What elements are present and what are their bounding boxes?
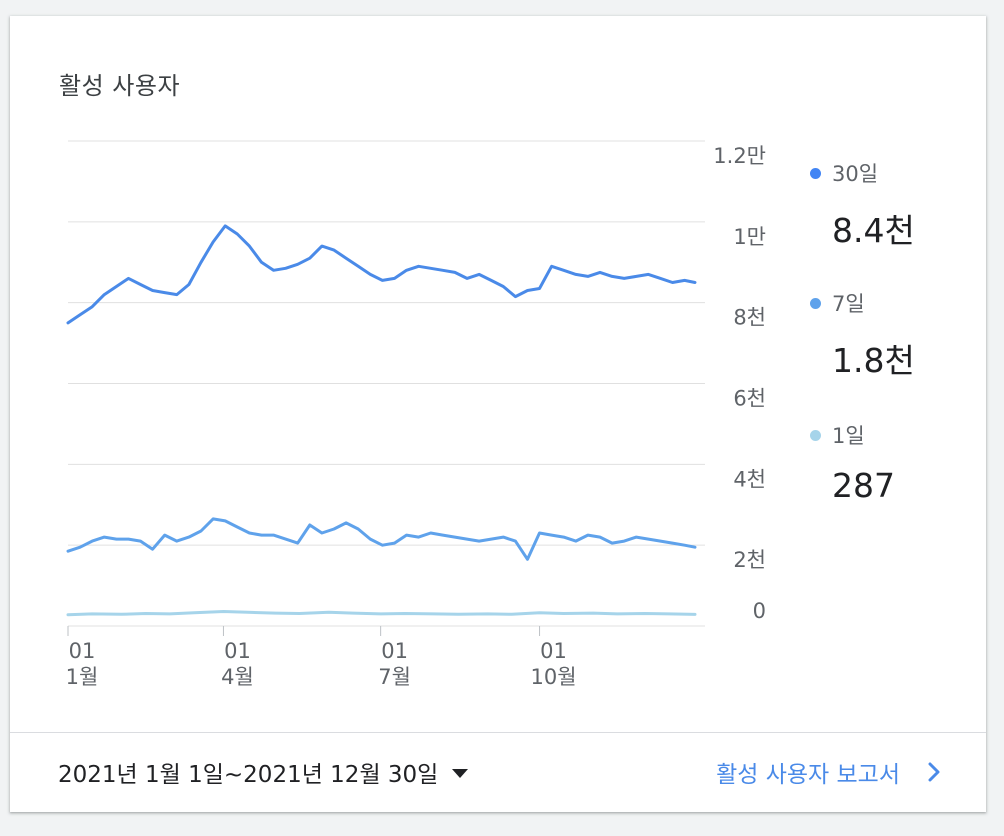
legend-value: 1.8천 bbox=[832, 341, 915, 380]
x-tick-day-label: 01 bbox=[381, 639, 408, 663]
report-link-label: 활성 사용자 보고서 bbox=[716, 762, 900, 788]
x-tick-month-label: 4월 bbox=[221, 665, 254, 689]
x-tick-month-label: 7월 bbox=[378, 665, 411, 689]
footer-divider bbox=[10, 732, 986, 733]
active-users-report-link[interactable]: 활성 사용자 보고서 bbox=[716, 754, 946, 790]
card-title: 활성 사용자 bbox=[59, 72, 181, 100]
legend-label: 7일 bbox=[832, 292, 865, 316]
legend-label: 30일 bbox=[832, 162, 879, 186]
y-tick-label: 0 bbox=[753, 599, 766, 623]
legend-dot-icon bbox=[810, 430, 821, 441]
x-tick-day-label: 01 bbox=[540, 639, 567, 663]
y-tick-label: 6천 bbox=[733, 387, 766, 411]
legend-value: 287 bbox=[832, 466, 895, 505]
legend-label: 1일 bbox=[832, 424, 865, 448]
y-tick-label: 1만 bbox=[733, 225, 766, 249]
caret-down-icon bbox=[452, 768, 469, 778]
series-line-7d bbox=[66, 517, 697, 561]
legend-dot-icon bbox=[810, 298, 821, 309]
x-tick-day-label: 01 bbox=[224, 639, 251, 663]
date-range-selector[interactable]: 2021년 1월 1일~2021년 12월 30일 bbox=[58, 754, 469, 790]
y-tick-label: 4천 bbox=[733, 467, 766, 491]
date-range-label: 2021년 1월 1일~2021년 12월 30일 bbox=[58, 762, 439, 788]
legend-value: 8.4천 bbox=[832, 211, 915, 250]
x-tick-month-label: 10월 bbox=[531, 665, 577, 689]
y-tick-label: 8천 bbox=[733, 306, 766, 330]
series-line-30d bbox=[66, 224, 697, 325]
series-line-1d bbox=[66, 610, 697, 617]
x-tick-day-label: 01 bbox=[69, 639, 96, 663]
y-tick-label: 1.2만 bbox=[713, 144, 766, 168]
chevron-right-icon bbox=[928, 762, 940, 782]
active-users-card: 활성 사용자 1.2만 1만 8천 6천 4천 2천 0 01 1월 01 4월 01 7월 01 10월 … bbox=[10, 16, 986, 812]
y-tick-label: 2천 bbox=[733, 548, 766, 572]
legend-dot-icon bbox=[810, 168, 821, 179]
x-tick-month-label: 1월 bbox=[66, 665, 99, 689]
